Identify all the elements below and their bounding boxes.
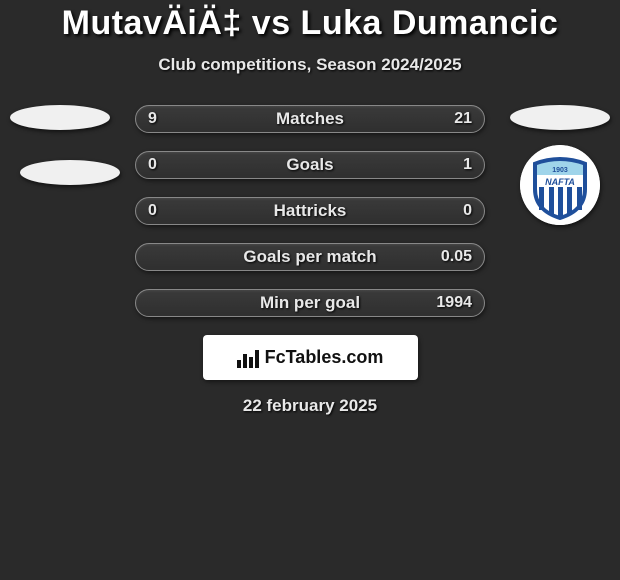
stat-right-value: 1994 [436, 290, 472, 316]
comparison-card: MutavÄiÄ‡ vs Luka Dumancic Club competit… [0, 0, 620, 416]
stat-row: Goals per match0.05 [135, 243, 485, 271]
club-crest: 1903 NAFTA [520, 145, 600, 225]
stat-bars: 9Matches210Goals10Hattricks0Goals per ma… [135, 105, 485, 317]
bars-icon [237, 348, 259, 368]
stat-label: Hattricks [136, 198, 484, 224]
stat-right-value: 0.05 [441, 244, 472, 270]
stat-label: Goals [136, 152, 484, 178]
page-title: MutavÄiÄ‡ vs Luka Dumancic [0, 4, 620, 43]
crest-icon: 1903 NAFTA [520, 145, 600, 225]
comparison-arena: 1903 NAFTA 9Matches210Goals10Hattricks0G… [0, 105, 620, 317]
player2-badge-placeholder [510, 105, 610, 130]
stat-label: Min per goal [136, 290, 484, 316]
brand-logo: FcTables.com [237, 347, 384, 368]
brand-box: FcTables.com [203, 335, 418, 380]
subtitle: Club competitions, Season 2024/2025 [0, 55, 620, 75]
stat-row: 0Hattricks0 [135, 197, 485, 225]
stat-row: 9Matches21 [135, 105, 485, 133]
date-stamp: 22 february 2025 [0, 396, 620, 416]
stat-row: 0Goals1 [135, 151, 485, 179]
stat-right-value: 0 [463, 198, 472, 224]
crest-year: 1903 [552, 167, 568, 174]
stat-label: Goals per match [136, 244, 484, 270]
player1-badge-placeholder [10, 105, 110, 130]
stat-right-value: 1 [463, 152, 472, 178]
brand-text: FcTables.com [265, 347, 384, 368]
stat-row: Min per goal1994 [135, 289, 485, 317]
player1-badge-placeholder-2 [20, 160, 120, 185]
crest-label: NAFTA [545, 177, 575, 187]
stat-label: Matches [136, 106, 484, 132]
stat-right-value: 21 [454, 106, 472, 132]
